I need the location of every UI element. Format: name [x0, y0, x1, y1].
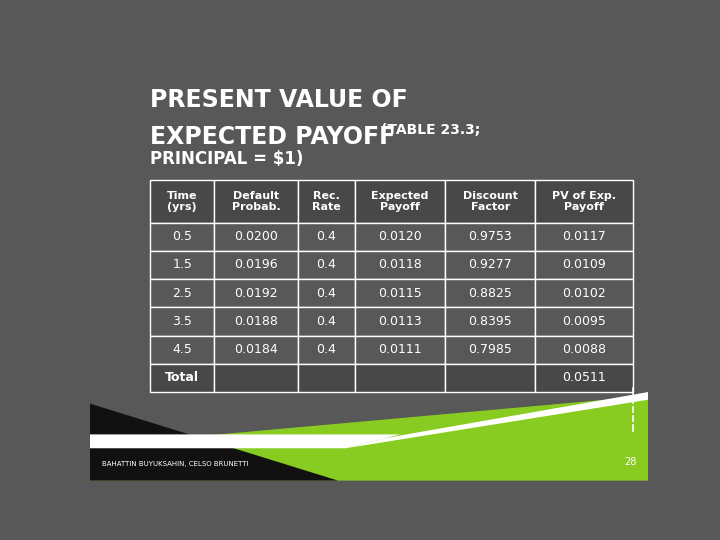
Bar [298, 279, 355, 307]
Text: (TABLE 23.3;: (TABLE 23.3; [382, 123, 481, 137]
Bar [298, 180, 355, 222]
Bar [150, 180, 214, 222]
Bar [536, 364, 632, 392]
Bar [298, 307, 355, 335]
Text: EXPECTED PAYOFF: EXPECTED PAYOFF [150, 125, 396, 149]
Text: 0.8825: 0.8825 [468, 287, 512, 300]
Text: 0.4: 0.4 [316, 259, 336, 272]
Text: 0.4: 0.4 [316, 287, 336, 300]
Text: 0.4: 0.4 [316, 315, 336, 328]
Text: 0.4: 0.4 [316, 343, 336, 356]
Text: PV of Exp.
Payoff: PV of Exp. Payoff [552, 191, 616, 212]
Polygon shape [90, 396, 648, 481]
Text: 0.0115: 0.0115 [378, 287, 422, 300]
Bar [150, 307, 214, 335]
Text: Rec.
Rate: Rec. Rate [312, 191, 341, 212]
Bar [150, 279, 214, 307]
Text: 0.0109: 0.0109 [562, 259, 606, 272]
Polygon shape [90, 434, 400, 448]
Bar [445, 279, 536, 307]
Text: 4.5: 4.5 [172, 343, 192, 356]
Text: 0.8395: 0.8395 [468, 315, 512, 328]
Bar [298, 364, 355, 392]
Bar [214, 279, 298, 307]
Text: PRINCIPAL = $1): PRINCIPAL = $1) [150, 150, 304, 167]
Text: 0.0188: 0.0188 [234, 315, 278, 328]
Bar [355, 307, 445, 335]
Bar [214, 222, 298, 251]
Polygon shape [346, 392, 648, 448]
Text: 28: 28 [624, 457, 636, 467]
Bar [536, 222, 632, 251]
Bar [150, 335, 214, 364]
Text: 0.0088: 0.0088 [562, 343, 606, 356]
Bar [355, 251, 445, 279]
Text: 0.0192: 0.0192 [234, 287, 278, 300]
Bar [298, 222, 355, 251]
Bar [214, 180, 298, 222]
Text: 0.0200: 0.0200 [234, 230, 278, 243]
Text: 2.5: 2.5 [172, 287, 192, 300]
Bar [214, 335, 298, 364]
Text: 0.0118: 0.0118 [378, 259, 422, 272]
Bar [445, 180, 536, 222]
Text: BAHATTIN BUYUKSAHIN, CELSO BRUNETTI: BAHATTIN BUYUKSAHIN, CELSO BRUNETTI [102, 461, 248, 467]
Bar [355, 335, 445, 364]
Bar [150, 364, 214, 392]
Bar [445, 222, 536, 251]
Bar [355, 180, 445, 222]
Text: Discount
Factor: Discount Factor [463, 191, 518, 212]
Bar [445, 364, 536, 392]
Text: 0.0184: 0.0184 [234, 343, 278, 356]
Text: 0.0117: 0.0117 [562, 230, 606, 243]
Text: PRESENT VALUE OF: PRESENT VALUE OF [150, 88, 408, 112]
Text: 0.9753: 0.9753 [468, 230, 512, 243]
Bar [536, 251, 632, 279]
Text: 0.0111: 0.0111 [378, 343, 422, 356]
Text: 3.5: 3.5 [172, 315, 192, 328]
Text: Total: Total [166, 372, 199, 384]
Bar [536, 180, 632, 222]
Text: 0.0095: 0.0095 [562, 315, 606, 328]
Text: Time
(yrs): Time (yrs) [167, 191, 197, 212]
Bar [355, 364, 445, 392]
Text: 0.0113: 0.0113 [378, 315, 422, 328]
Bar [536, 279, 632, 307]
Bar [355, 279, 445, 307]
Bar [445, 335, 536, 364]
Bar [298, 251, 355, 279]
Bar [298, 335, 355, 364]
Bar [445, 251, 536, 279]
Polygon shape [90, 403, 338, 481]
Bar [150, 251, 214, 279]
Text: 0.0102: 0.0102 [562, 287, 606, 300]
Text: 1.5: 1.5 [172, 259, 192, 272]
Bar [536, 335, 632, 364]
Text: 0.0196: 0.0196 [234, 259, 278, 272]
Bar [445, 307, 536, 335]
Text: 0.5: 0.5 [172, 230, 192, 243]
Text: 0.4: 0.4 [316, 230, 336, 243]
Bar [214, 251, 298, 279]
Text: Expected
Payoff: Expected Payoff [371, 191, 428, 212]
Bar [355, 222, 445, 251]
Bar [214, 364, 298, 392]
Bar [214, 307, 298, 335]
Bar [536, 307, 632, 335]
Text: 0.0120: 0.0120 [378, 230, 422, 243]
Text: 0.7985: 0.7985 [468, 343, 512, 356]
Text: Default
Probab.: Default Probab. [232, 191, 280, 212]
Bar [150, 222, 214, 251]
Text: 0.0511: 0.0511 [562, 372, 606, 384]
Text: 0.9277: 0.9277 [468, 259, 512, 272]
